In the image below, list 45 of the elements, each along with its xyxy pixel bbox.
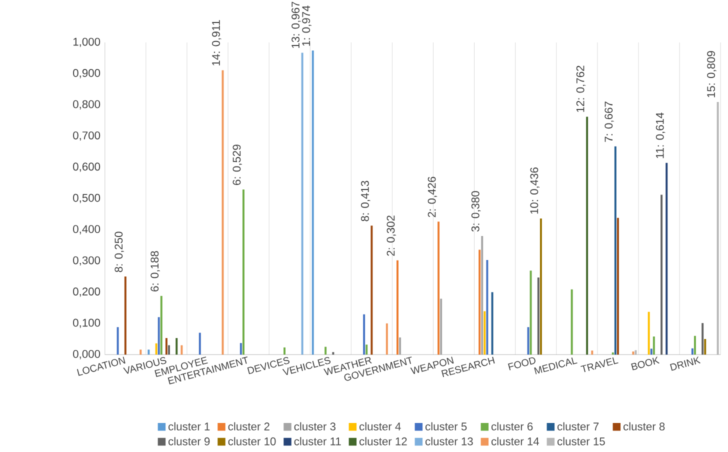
legend-label: cluster 4 — [359, 422, 401, 430]
legend-label: cluster 10 — [228, 436, 276, 446]
legend-label: cluster 12 — [359, 436, 407, 446]
data-label: 12: 0,762 — [576, 66, 586, 112]
legend-label: cluster 7 — [557, 422, 599, 430]
data-label: 1: 0,974 — [302, 5, 312, 46]
data-label: 2: 0,426 — [428, 176, 438, 217]
legend-label: cluster 5 — [425, 422, 467, 430]
x-tick-label: TRAVEL — [580, 357, 618, 372]
data-label: 2: 0,302 — [386, 215, 396, 256]
y-tick-label: 0,400 — [73, 224, 100, 234]
y-tick-label: 0,500 — [73, 194, 100, 203]
data-label: 8: 0,250 — [114, 231, 124, 272]
legend-label: cluster 3 — [294, 422, 336, 430]
y-tick-label: 0,200 — [73, 287, 100, 297]
x-tick-label: DRINK — [670, 356, 701, 371]
data-label: 10: 0,436 — [530, 167, 540, 214]
legend-label: cluster 11 — [294, 436, 341, 446]
legend-label: cluster 14 — [491, 436, 540, 446]
legend-label: cluster 9 — [168, 436, 210, 446]
y-tick-label: 0,700 — [73, 131, 100, 140]
y-tick-label: 0,800 — [73, 100, 100, 110]
y-tick-label: 1,000 — [73, 38, 100, 47]
y-tick-label: 0,000 — [73, 350, 100, 359]
data-label: 3: 0,380 — [471, 190, 481, 232]
data-label: 13: 0,967 — [292, 2, 301, 48]
y-tick-label: 0,900 — [73, 68, 100, 78]
data-label: 14: 0,911 — [212, 20, 222, 66]
x-tick-label: BOOK — [631, 356, 660, 370]
data-label: 6: 0,529 — [232, 144, 242, 185]
data-label: 7: 0,667 — [604, 101, 614, 142]
y-tick-label: 0,100 — [73, 318, 100, 328]
data-label: 11: 0,614 — [656, 112, 666, 158]
data-label: 8: 0,413 — [360, 180, 370, 221]
legend-label: cluster 2 — [228, 422, 270, 430]
x-tick-label: FOOD — [508, 357, 536, 370]
legend-label: cluster 8 — [623, 422, 665, 430]
y-tick-label: 0,600 — [73, 162, 100, 172]
legend-label: cluster 15 — [557, 436, 605, 446]
data-label: 15: 0,809 — [707, 50, 716, 98]
legend-label: cluster 1 — [168, 422, 210, 430]
data-label: 6: 0,188 — [150, 250, 160, 292]
y-tick-label: 0,300 — [73, 256, 100, 266]
legend-label: cluster 6 — [491, 422, 533, 430]
legend-label: cluster 13 — [425, 436, 473, 446]
